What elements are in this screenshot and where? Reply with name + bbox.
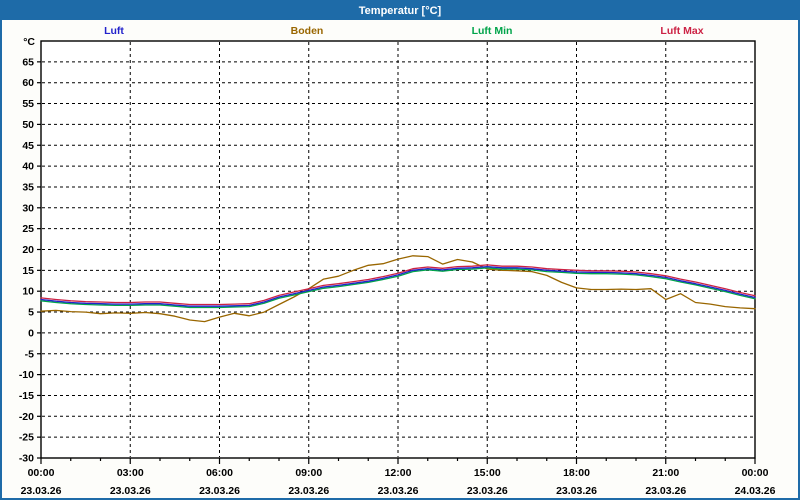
y-axis-unit-label: °C xyxy=(23,36,35,48)
x-tick-time-label: 03:00 xyxy=(117,467,144,479)
x-tick-date-label: 23.03.26 xyxy=(645,485,686,497)
y-tick-label: 10 xyxy=(22,286,34,298)
series-luft-line xyxy=(40,265,756,307)
x-tick-date-label: 24.03.26 xyxy=(735,485,776,497)
x-tick-time-label: 21:00 xyxy=(652,467,679,479)
y-tick-label: 20 xyxy=(22,244,34,256)
legend-item-luft: Luft xyxy=(104,25,124,37)
series-luft-min-line xyxy=(40,267,756,309)
y-tick-label: 45 xyxy=(22,140,34,152)
window-titlebar: Temperatur [°C] xyxy=(2,2,798,20)
legend-item-boden: Boden xyxy=(290,25,324,37)
x-tick-date-label: 23.03.26 xyxy=(288,485,329,497)
x-tick-time-label: 09:00 xyxy=(295,467,322,479)
x-tick-time-label: 00:00 xyxy=(742,467,769,479)
x-tick-time-label: 00:00 xyxy=(28,467,55,479)
series-luft-max-line xyxy=(40,264,756,306)
y-tick-label: -20 xyxy=(19,411,34,423)
x-tick-date-label: 23.03.26 xyxy=(467,485,508,497)
y-tick-label: -10 xyxy=(19,369,34,381)
y-tick-label: 25 xyxy=(22,223,34,235)
y-tick-label: -25 xyxy=(19,432,34,444)
y-tick-label: 5 xyxy=(28,307,34,319)
y-tick-label: 0 xyxy=(28,327,34,339)
x-tick-time-label: 06:00 xyxy=(206,467,233,479)
chart-panel: -30 -25 -20 -15 -10 -5 0 5 10 15 20 25 30 35 40 45 50 55 6… xyxy=(2,20,798,498)
temperature-chart: -30 -25 -20 -15 -10 -5 0 5 10 15 20 25 30 35 40 45 50 55 6… xyxy=(19,36,776,497)
y-tick-label: 55 xyxy=(22,98,34,110)
y-tick-label: 65 xyxy=(22,56,34,68)
y-tick-label: 50 xyxy=(22,119,34,131)
x-tick-date-label: 23.03.26 xyxy=(556,485,597,497)
x-tick-time-label: 18:00 xyxy=(563,467,590,479)
y-tick-label: 40 xyxy=(22,161,34,173)
y-tick-label: -30 xyxy=(19,453,34,465)
x-tick-time-label: 12:00 xyxy=(385,467,412,479)
y-tick-label: 60 xyxy=(22,77,34,89)
y-tick-label: -15 xyxy=(19,390,34,402)
x-tick-time-label: 15:00 xyxy=(474,467,501,479)
x-tick-date-label: 23.03.26 xyxy=(110,485,151,497)
legend-item-luft-max: Luft Max xyxy=(660,25,704,37)
y-tick-label: 35 xyxy=(22,181,34,193)
x-tick-date-label: 23.03.26 xyxy=(199,485,240,497)
series-boden-line xyxy=(40,255,756,323)
y-tick-label: -5 xyxy=(25,348,34,360)
chart-legend: Luft Boden Luft Min Luft Max xyxy=(2,20,798,40)
y-tick-label: 15 xyxy=(22,265,34,277)
window-title: Temperatur [°C] xyxy=(358,5,442,17)
x-tick-date-label: 23.03.26 xyxy=(21,485,62,497)
legend-item-luft-min: Luft Min xyxy=(471,25,513,37)
y-tick-label: 30 xyxy=(22,202,34,214)
x-tick-date-label: 23.03.26 xyxy=(378,485,419,497)
